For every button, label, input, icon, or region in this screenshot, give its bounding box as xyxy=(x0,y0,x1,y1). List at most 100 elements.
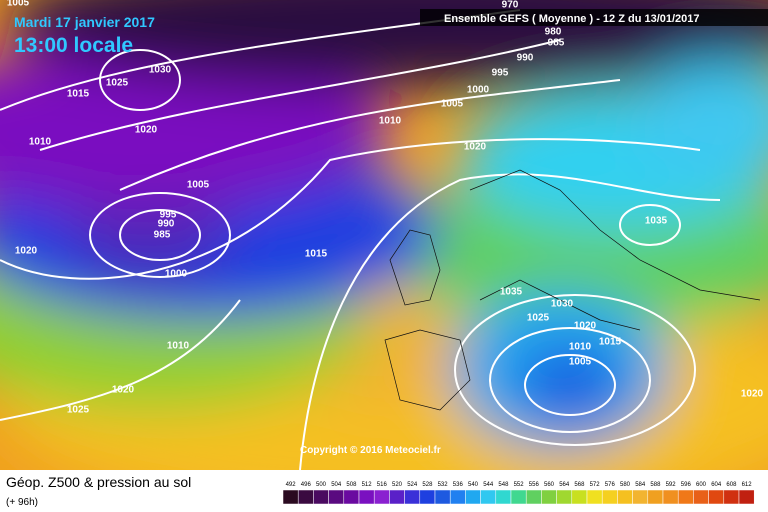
color-swatch xyxy=(449,489,466,505)
isobar-label: 990 xyxy=(517,53,534,64)
isobar-label: 1005 xyxy=(187,180,210,191)
color-swatch xyxy=(282,489,299,505)
legend-value: 580 xyxy=(620,482,631,488)
isobar-label: 1010 xyxy=(29,137,52,148)
color-swatch xyxy=(389,489,405,505)
color-swatch xyxy=(419,489,436,505)
isobar-labels: 9709809859909951000100510101020103010251… xyxy=(7,0,764,416)
color-swatch xyxy=(480,489,497,505)
time: 13:00 locale xyxy=(14,34,133,57)
color-swatch xyxy=(404,489,421,505)
isobar-label: 1035 xyxy=(500,287,523,298)
isobar-label: 1015 xyxy=(67,89,90,100)
isobar-label: 1010 xyxy=(569,342,592,353)
legend-value: 564 xyxy=(559,482,570,488)
isobar-label: 1005 xyxy=(569,357,592,368)
legend-value: 572 xyxy=(590,482,601,488)
footer-title: Géop. Z500 & pression au sol xyxy=(6,474,191,490)
color-swatch xyxy=(328,489,345,505)
isobar-label: 1025 xyxy=(106,78,129,89)
colorbar: 492 496 500 504 508 512 516 520 524 528 532 536 540 5… xyxy=(282,482,755,505)
color-swatch xyxy=(373,489,390,505)
legend-value: 504 xyxy=(331,482,342,488)
isobar-label: 1030 xyxy=(149,65,172,76)
isobar-label: 1020 xyxy=(15,246,38,257)
legend-value: 576 xyxy=(605,482,616,488)
isobar-label: 1035 xyxy=(645,216,668,227)
color-swatch xyxy=(632,489,649,505)
isobar-label: 995 xyxy=(492,68,509,79)
footer-lead: (+ 96h) xyxy=(6,497,38,508)
isobar-label: 1000 xyxy=(467,85,490,96)
color-swatch xyxy=(677,489,694,505)
color-swatch xyxy=(723,489,740,505)
legend-value: 548 xyxy=(498,482,509,488)
color-swatch xyxy=(297,489,314,505)
legend-value: 536 xyxy=(453,482,464,488)
legend-value: 592 xyxy=(666,482,677,488)
isobar-label: 1020 xyxy=(741,389,764,400)
isobar-label: 995 xyxy=(160,210,177,221)
isobar-label: 1010 xyxy=(379,116,402,127)
color-swatch xyxy=(343,489,360,505)
isobar-label: 1020 xyxy=(574,321,597,332)
color-swatch xyxy=(525,489,542,505)
legend-value: 552 xyxy=(514,482,525,488)
legend-value: 568 xyxy=(574,482,585,488)
isobar-label: 1020 xyxy=(464,142,487,153)
date: Mardi 17 janvier 2017 xyxy=(14,14,155,30)
color-swatch xyxy=(465,489,481,505)
isobar-label: 1025 xyxy=(527,313,550,324)
legend-value: 524 xyxy=(407,482,418,488)
color-swatch xyxy=(693,489,709,505)
legend-value: 596 xyxy=(681,482,692,488)
legend-value: 520 xyxy=(392,482,403,488)
legend-value: 532 xyxy=(438,482,449,488)
color-swatch xyxy=(662,489,679,505)
color-swatch xyxy=(647,489,664,505)
color-swatch xyxy=(358,489,375,505)
legend-value: 600 xyxy=(696,482,707,488)
color-swatch xyxy=(510,489,527,505)
color-swatch xyxy=(738,489,755,505)
isobar-label: 1005 xyxy=(7,0,30,9)
legend-value: 584 xyxy=(635,482,646,488)
isobar-label: 1020 xyxy=(135,125,158,136)
isobar-label: 985 xyxy=(154,230,171,241)
legend-value: 608 xyxy=(726,482,737,488)
legend-value: 588 xyxy=(650,482,661,488)
color-swatch xyxy=(571,489,588,505)
isobar-label: 1030 xyxy=(551,299,574,310)
color-swatch xyxy=(601,489,618,505)
legend-value: 604 xyxy=(711,482,722,488)
legend-value: 544 xyxy=(483,482,494,488)
legend-value: 528 xyxy=(422,482,433,488)
isobar-label: 1015 xyxy=(305,249,328,260)
isobar-label: 1005 xyxy=(441,99,464,110)
isobars xyxy=(0,9,721,470)
legend-value: 560 xyxy=(544,482,555,488)
isobar-label: 1025 xyxy=(67,405,90,416)
legend-value: 492 xyxy=(286,482,297,488)
color-swatch xyxy=(556,489,573,505)
color-swatch xyxy=(708,489,725,505)
color-swatch xyxy=(586,489,603,505)
legend-value: 516 xyxy=(377,482,388,488)
legend-value: 556 xyxy=(529,482,540,488)
copyright: Copyright © 2016 Meteociel.fr xyxy=(300,445,441,456)
legend-value: 500 xyxy=(316,482,327,488)
legend-value: 496 xyxy=(301,482,312,488)
isobar-label: 980 xyxy=(545,27,562,38)
color-swatch xyxy=(495,489,512,505)
color-swatch xyxy=(617,489,633,505)
model-info: Ensemble GEFS ( Moyenne ) - 12 Z du 13/0… xyxy=(444,13,700,25)
isobar-label: 970 xyxy=(502,0,519,11)
legend-value: 612 xyxy=(742,482,753,488)
isobar-label: 990 xyxy=(158,219,175,230)
color-swatch xyxy=(434,489,451,505)
isobar-label: 985 xyxy=(548,38,565,49)
isobar-label: 1000 xyxy=(165,269,188,280)
